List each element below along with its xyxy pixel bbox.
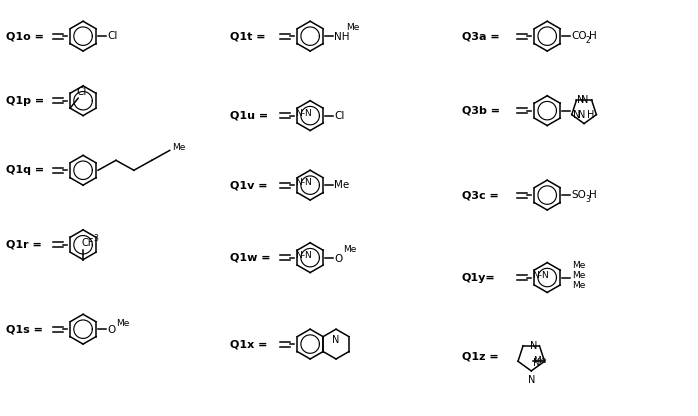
Text: Q1p =: Q1p = bbox=[6, 96, 45, 106]
Text: H: H bbox=[589, 31, 597, 41]
Text: Q1o =: Q1o = bbox=[6, 31, 44, 41]
Text: 2: 2 bbox=[585, 36, 590, 45]
Text: Q1w =: Q1w = bbox=[230, 253, 271, 262]
Text: Q1r =: Q1r = bbox=[6, 240, 42, 250]
Text: 3: 3 bbox=[93, 234, 98, 243]
Text: Q3b =: Q3b = bbox=[461, 106, 500, 116]
Text: H: H bbox=[587, 110, 595, 120]
Text: Q1z =: Q1z = bbox=[461, 352, 498, 362]
Text: SO: SO bbox=[571, 190, 586, 200]
Text: Q3c =: Q3c = bbox=[461, 190, 498, 200]
Text: N-N: N-N bbox=[295, 178, 311, 187]
Text: Q1x =: Q1x = bbox=[230, 339, 268, 349]
Text: NH: NH bbox=[334, 32, 350, 42]
Text: CO: CO bbox=[571, 31, 587, 41]
Text: Me: Me bbox=[533, 357, 547, 366]
Text: N: N bbox=[332, 335, 340, 345]
Text: Q3a =: Q3a = bbox=[461, 31, 499, 41]
Text: Me: Me bbox=[572, 281, 586, 290]
Text: Me: Me bbox=[346, 23, 359, 32]
Text: Cl: Cl bbox=[334, 111, 344, 121]
Text: Cl: Cl bbox=[107, 31, 117, 41]
Text: N: N bbox=[533, 358, 540, 368]
Text: O: O bbox=[107, 325, 115, 335]
Text: H: H bbox=[589, 190, 597, 200]
Text: Q1s =: Q1s = bbox=[6, 324, 43, 334]
Text: N: N bbox=[581, 95, 588, 105]
Text: Cl: Cl bbox=[76, 87, 87, 97]
Text: N: N bbox=[528, 375, 535, 385]
Text: N-N: N-N bbox=[532, 270, 549, 280]
Text: Q1y=: Q1y= bbox=[461, 272, 495, 282]
Text: Q1t =: Q1t = bbox=[230, 31, 266, 41]
Text: CF: CF bbox=[81, 238, 94, 248]
Text: Q1v =: Q1v = bbox=[230, 180, 268, 190]
Text: Me: Me bbox=[172, 143, 185, 152]
Text: Q1u =: Q1u = bbox=[230, 111, 269, 121]
Text: Me: Me bbox=[572, 261, 586, 270]
Text: Me: Me bbox=[116, 319, 129, 328]
Text: N: N bbox=[577, 95, 585, 105]
Text: Q1q =: Q1q = bbox=[6, 165, 45, 175]
Text: O: O bbox=[334, 254, 342, 264]
Text: Me: Me bbox=[343, 245, 357, 254]
Text: N: N bbox=[530, 341, 537, 351]
Text: N-N: N-N bbox=[295, 251, 311, 260]
Text: N: N bbox=[573, 110, 580, 120]
Text: Me: Me bbox=[572, 271, 586, 280]
Text: 3: 3 bbox=[585, 195, 590, 203]
Text: Me: Me bbox=[334, 180, 349, 190]
Text: N-N: N-N bbox=[295, 109, 311, 118]
Text: N: N bbox=[579, 109, 586, 119]
